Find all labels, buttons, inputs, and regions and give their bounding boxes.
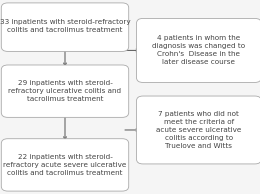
FancyBboxPatch shape [136,96,260,164]
FancyBboxPatch shape [136,18,260,82]
Text: 4 patients in whom the
diagnosis was changed to
Crohn's  Disease in the
later di: 4 patients in whom the diagnosis was cha… [152,36,245,65]
FancyBboxPatch shape [1,65,129,117]
FancyBboxPatch shape [1,3,129,51]
Text: 22 inpatients with steroid-
refractory acute severe ulcerative
colitis and tacro: 22 inpatients with steroid- refractory a… [3,154,127,176]
Text: 33 inpatients with steroid-refractory
colitis and tacrolimus treatment: 33 inpatients with steroid-refractory co… [0,19,130,33]
FancyBboxPatch shape [1,139,129,191]
Text: 7 patients who did not
meet the criteria of
acute severe ulcerative
colitis acco: 7 patients who did not meet the criteria… [156,111,242,149]
Text: 29 inpatients with steroid-
refractory ulcerative colitis and
tacrolimus treatme: 29 inpatients with steroid- refractory u… [8,80,122,102]
